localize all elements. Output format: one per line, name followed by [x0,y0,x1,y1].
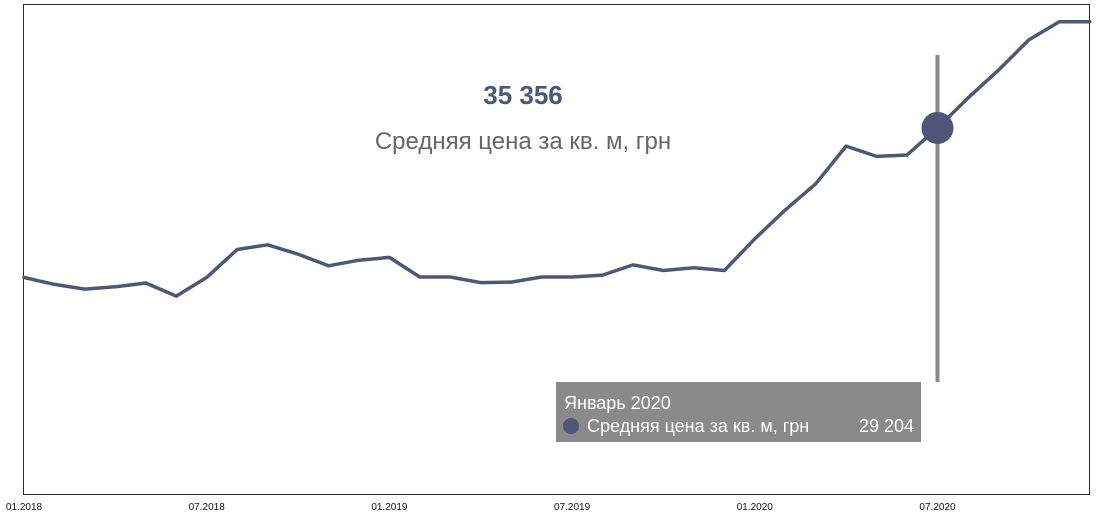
x-tick-label: 07.2019 [554,502,591,513]
x-tick-label: 01.2019 [371,502,408,513]
tooltip-background [556,382,921,442]
series-line [22,20,1092,298]
chart-subtitle: Средняя цена за кв. м, грн [375,128,671,155]
chart-title: 35 356 [483,80,563,110]
x-tick-label: 01.2020 [737,502,774,513]
tooltip: Январь 2020 Средняя цена за кв. м, грн 2… [556,382,921,442]
tooltip-value: 29 204 [859,416,914,436]
x-axis-ticks: 01.2018 07.2018 01.2019 07.2019 01.2020 07.20… [6,502,956,513]
tooltip-series-name: Средняя цена за кв. м, грн [587,416,809,436]
x-tick-label: 07.2018 [189,502,226,513]
tooltip-series-dot [563,418,579,434]
x-tick-label: 07.2020 [919,502,956,513]
hover-marker[interactable] [921,111,954,144]
tooltip-title: Январь 2020 [564,393,671,413]
x-tick-label: 01.2018 [6,502,43,513]
